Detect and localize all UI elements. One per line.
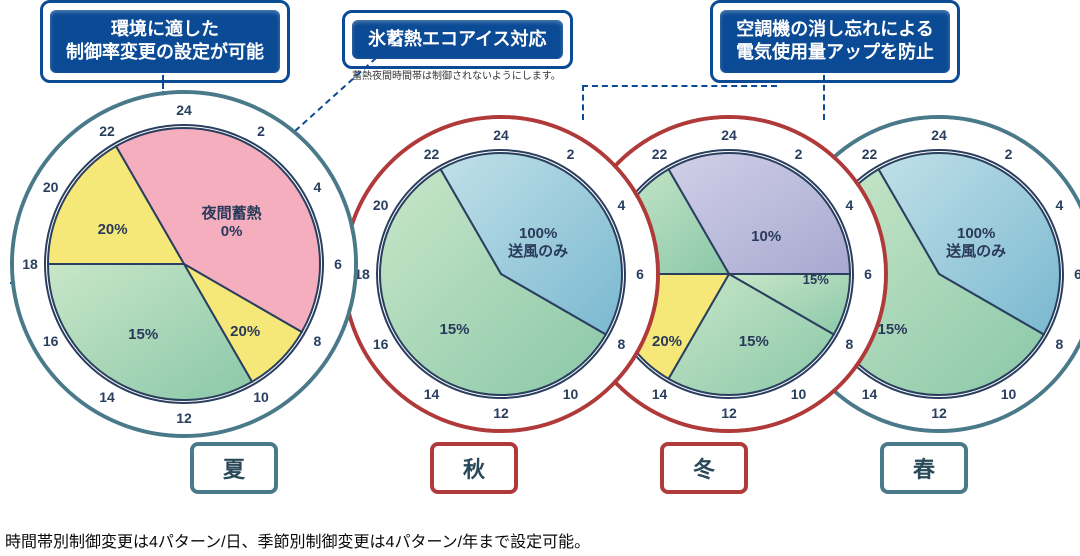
season-tab-春: 春 (880, 442, 968, 494)
hour-number: 6 (636, 266, 644, 282)
hour-number: 20 (43, 179, 59, 195)
hour-number: 10 (791, 386, 807, 402)
hour-number: 2 (795, 146, 803, 162)
hour-number: 2 (257, 123, 265, 139)
hour-number: 8 (845, 336, 853, 352)
season-tab-冬: 冬 (660, 442, 748, 494)
callout-3: 空調機の消し忘れによる 電気使用量アップを防止 (720, 10, 950, 73)
hour-number: 4 (1055, 197, 1063, 213)
hour-number: 10 (563, 386, 579, 402)
hour-number: 8 (1055, 336, 1063, 352)
segment-label: 20% (652, 333, 682, 351)
segment-label: 20% (98, 221, 128, 239)
clocks-row: 夜間蓄熱0%20%15%20%24246810121416182022100%送… (0, 95, 1080, 490)
segment-label: 100%送風のみ (946, 225, 1006, 261)
hour-number: 10 (1001, 386, 1017, 402)
hour-number: 2 (567, 146, 575, 162)
hour-number: 2 (1005, 146, 1013, 162)
hour-number: 4 (845, 197, 853, 213)
hour-number: 24 (931, 127, 947, 143)
hour-number: 10 (253, 389, 269, 405)
segment-label: 15% (128, 326, 158, 344)
segment-label: 15% (803, 272, 829, 288)
footer-note: 時間帯別制御変更は4パターン/日、季節別制御変更は4パターン/年まで設定可能。 (5, 528, 590, 552)
hour-number: 18 (22, 256, 38, 272)
callout-2: 氷蓄熱エコアイス対応 (352, 20, 563, 59)
season-tab-秋: 秋 (430, 442, 518, 494)
callout-1-line1: 環境に適した (111, 19, 219, 39)
hour-number: 24 (493, 127, 509, 143)
hour-number: 12 (721, 405, 737, 421)
hour-number: 14 (99, 389, 115, 405)
hour-number: 22 (424, 146, 440, 162)
hour-number: 6 (334, 256, 342, 272)
dash-line (582, 85, 777, 87)
season-tab-夏: 夏 (190, 442, 278, 494)
hour-number: 8 (617, 336, 625, 352)
segment-label: 夜間蓄熱0% (202, 205, 262, 241)
callout-3-line2: 電気使用量アップを防止 (736, 42, 934, 62)
callout-2-sub: 蓄熱夜間時間帯は制御されないようにします。 (352, 67, 561, 82)
hour-number: 12 (176, 410, 192, 426)
segment-label: 20% (230, 323, 260, 341)
callout-1: 環境に適した 制御率変更の設定が可能 (50, 10, 280, 73)
hour-number: 24 (176, 102, 192, 118)
hour-number: 8 (313, 333, 321, 349)
hour-number: 4 (617, 197, 625, 213)
hour-number: 24 (721, 127, 737, 143)
hour-number: 4 (313, 179, 321, 195)
hour-number: 12 (931, 405, 947, 421)
hour-number: 16 (43, 333, 59, 349)
hour-number: 14 (424, 386, 440, 402)
clock-秋: 100%送風のみ15%24246810121416182022 (342, 115, 660, 433)
hour-number: 12 (493, 405, 509, 421)
hour-number: 20 (373, 197, 389, 213)
hour-number: 6 (1074, 266, 1080, 282)
segment-label: 10% (751, 228, 781, 246)
callout-3-line1: 空調機の消し忘れによる (736, 19, 933, 39)
hour-number: 22 (99, 123, 115, 139)
clock-夏: 夜間蓄熱0%20%15%20%24246810121416182022 (10, 90, 358, 438)
hour-number: 16 (373, 336, 389, 352)
callout-1-line2: 制御率変更の設定が可能 (66, 42, 264, 62)
segment-label: 15% (739, 333, 769, 351)
segment-label: 100%送風のみ (508, 225, 568, 261)
hour-number: 6 (864, 266, 872, 282)
segment-label: 15% (439, 321, 469, 339)
